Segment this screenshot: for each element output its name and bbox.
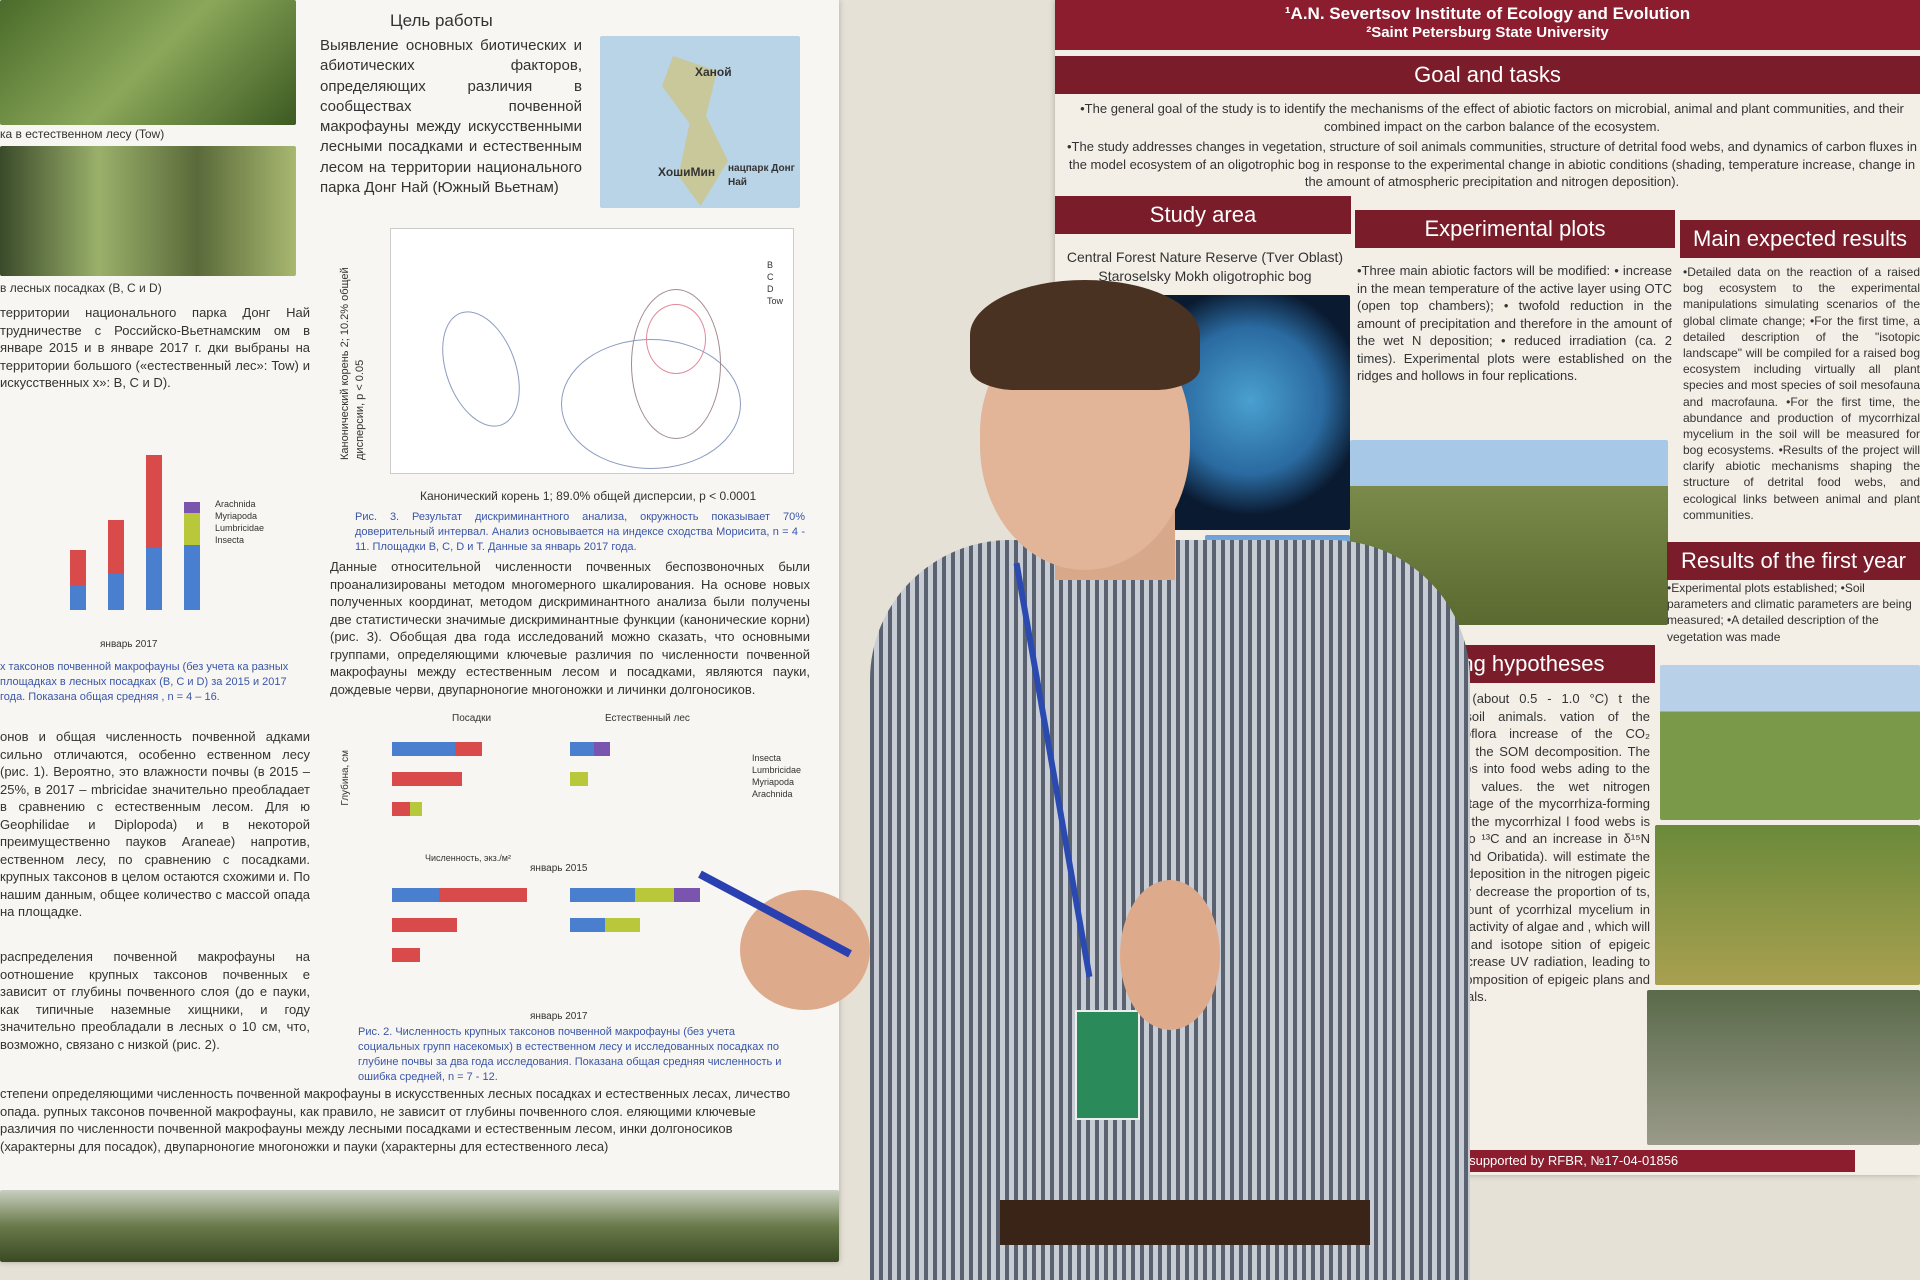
study-area-text: Central Forest Nature Reserve (Tver Obla… (1066, 249, 1344, 284)
legend: B C D Tow (766, 260, 783, 307)
map-label: ХошиМин (658, 165, 716, 179)
right-hand (1120, 880, 1220, 1030)
poster-header: ¹A.N. Severtsov Institute of Ecology and… (1055, 0, 1920, 50)
goal-title: Цель работы (390, 11, 493, 30)
fig2-year: январь 2015 (530, 863, 588, 874)
fig3-xlabel: Канонический корень 1; 89.0% общей диспе… (420, 489, 757, 503)
field-photo-3 (1647, 990, 1920, 1145)
left-text-2: распределения почвенной макрофауны на оо… (0, 949, 310, 1052)
fig2-ylabel: Глубина, см (340, 750, 351, 806)
fig3-scatter: B C D Tow (390, 228, 794, 474)
fig1-bar-chart: Arachnida Myriapoda Lumbricidae Insecta (40, 420, 290, 620)
photo-caption: в лесных посадках (B, C и D) (0, 281, 162, 295)
fig1-caption: х таксонов почвенной макрофауны (без уче… (0, 661, 289, 703)
results-text: •Detailed data on the reaction of a rais… (1683, 265, 1920, 522)
conclusion-text: степени определяющими численность почвен… (0, 1086, 791, 1154)
fig2-bar-chart-2017 (385, 880, 735, 980)
fig2-xlabel: Численность, экз./м² (425, 853, 511, 863)
hair (970, 280, 1200, 390)
plots-title: Experimental plots (1355, 210, 1675, 248)
fig2-title: Естественный лес (605, 713, 690, 724)
presenter (698, 270, 1470, 1280)
legend: Arachnida Myriapoda Lumbricidae Insecta (215, 499, 265, 546)
photo-caption: ка в естественном лесу (Tow) (0, 127, 165, 141)
fig2-caption: Рис. 2. Численность крупных таксонов поч… (358, 1026, 782, 1083)
russian-poster: ка в естественном лесу (Tow) в лесных по… (0, 0, 839, 1262)
plots-text: •Three main abiotic factors will be modi… (1357, 263, 1672, 384)
goal-text: •The study addresses changes in vegetati… (1067, 139, 1917, 190)
fig2-legend: Insecta Lumbricidae Myriapoda Arachnida (752, 753, 802, 800)
field-photo-2 (1655, 825, 1920, 985)
name-badge (1075, 1010, 1140, 1120)
forest-photo-1 (0, 0, 296, 125)
map-label: Ханой (695, 65, 732, 79)
first-year-text: •Experimental plots established; •Soil p… (1667, 581, 1912, 644)
fig3-ylabel: Канонический корень 2; 10.2% общей диспе… (339, 267, 366, 460)
goal-text: Выявление основных биотических и абиотич… (320, 37, 582, 196)
fig2-title: Посадки (452, 713, 492, 724)
left-text: онов и общая численность почвенной адкам… (0, 729, 310, 920)
map-label: нацпарк Донг Най (728, 163, 795, 188)
vietnam-map: Ханой ХошиМин нацпарк Донг Най (600, 36, 800, 208)
first-year-title: Results of the first year (1667, 542, 1920, 580)
forest-photo-2 (0, 146, 296, 276)
field-photo-1 (1660, 665, 1920, 820)
fig2-bar-chart (385, 730, 735, 830)
study-area-title: Study area (1055, 196, 1351, 234)
results-title: Main expected results (1680, 220, 1920, 258)
belt (1000, 1200, 1370, 1245)
fig3-caption: Рис. 3. Результат дискриминантного анали… (355, 511, 805, 553)
intro-text: территории национального парка Донг Най … (0, 305, 310, 391)
goal-text: •The general goal of the study is to ide… (1080, 101, 1904, 134)
fig1-xlabel: январь 2017 (100, 639, 158, 650)
body-text: Данные относительной численности почвенн… (330, 559, 810, 697)
forest-panorama (0, 1190, 839, 1262)
goal-title: Goal and tasks (1055, 56, 1920, 94)
fig2-year: январь 2017 (530, 1011, 588, 1022)
